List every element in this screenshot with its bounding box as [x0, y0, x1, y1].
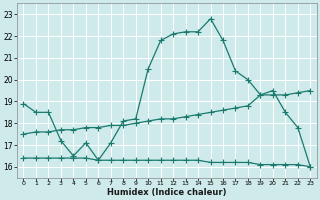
X-axis label: Humidex (Indice chaleur): Humidex (Indice chaleur)	[107, 188, 227, 197]
